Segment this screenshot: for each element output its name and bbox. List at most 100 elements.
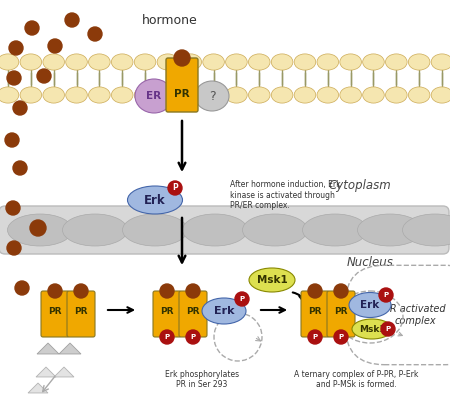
Ellipse shape bbox=[408, 54, 430, 70]
Ellipse shape bbox=[408, 87, 430, 103]
Ellipse shape bbox=[271, 87, 293, 103]
Ellipse shape bbox=[66, 54, 87, 70]
Text: ER: ER bbox=[146, 91, 162, 101]
Circle shape bbox=[74, 284, 88, 298]
Text: P: P bbox=[190, 334, 196, 340]
Ellipse shape bbox=[135, 79, 173, 113]
Text: Nucleus: Nucleus bbox=[346, 256, 393, 269]
Ellipse shape bbox=[66, 87, 87, 103]
Ellipse shape bbox=[134, 54, 156, 70]
Text: PR activated
complex: PR activated complex bbox=[384, 304, 446, 326]
Circle shape bbox=[308, 284, 322, 298]
Ellipse shape bbox=[431, 87, 450, 103]
Circle shape bbox=[25, 21, 39, 35]
Ellipse shape bbox=[386, 54, 407, 70]
Circle shape bbox=[6, 201, 20, 215]
Ellipse shape bbox=[43, 87, 64, 103]
Ellipse shape bbox=[127, 186, 183, 214]
Ellipse shape bbox=[180, 87, 202, 103]
FancyBboxPatch shape bbox=[41, 291, 69, 337]
Circle shape bbox=[308, 330, 322, 344]
Ellipse shape bbox=[340, 54, 361, 70]
Circle shape bbox=[168, 181, 182, 195]
Circle shape bbox=[37, 69, 51, 83]
Text: PR: PR bbox=[160, 306, 174, 316]
Ellipse shape bbox=[20, 54, 42, 70]
FancyBboxPatch shape bbox=[327, 291, 355, 337]
Circle shape bbox=[48, 284, 62, 298]
Text: PR: PR bbox=[48, 306, 62, 316]
Ellipse shape bbox=[248, 87, 270, 103]
Ellipse shape bbox=[202, 298, 246, 324]
Polygon shape bbox=[59, 343, 81, 354]
Circle shape bbox=[88, 27, 102, 41]
Ellipse shape bbox=[317, 54, 338, 70]
Ellipse shape bbox=[352, 319, 392, 339]
Text: A ternary complex of P-PR, P-Erk
and P-MSk is formed.: A ternary complex of P-PR, P-Erk and P-M… bbox=[294, 370, 418, 389]
Ellipse shape bbox=[183, 214, 248, 246]
Text: PR: PR bbox=[334, 306, 348, 316]
Circle shape bbox=[334, 284, 348, 298]
Circle shape bbox=[186, 284, 200, 298]
Ellipse shape bbox=[363, 87, 384, 103]
Text: PR: PR bbox=[174, 89, 190, 99]
Text: Erk: Erk bbox=[144, 193, 166, 207]
Text: Msk1: Msk1 bbox=[256, 275, 288, 285]
Ellipse shape bbox=[248, 54, 270, 70]
Circle shape bbox=[5, 133, 19, 147]
Ellipse shape bbox=[180, 54, 202, 70]
Text: hormone: hormone bbox=[142, 14, 198, 27]
Ellipse shape bbox=[431, 54, 450, 70]
Text: P: P bbox=[383, 292, 388, 298]
FancyBboxPatch shape bbox=[179, 291, 207, 337]
Ellipse shape bbox=[386, 87, 407, 103]
Polygon shape bbox=[28, 383, 48, 393]
Circle shape bbox=[48, 39, 62, 53]
Ellipse shape bbox=[20, 87, 42, 103]
Ellipse shape bbox=[294, 87, 316, 103]
Text: Msk1: Msk1 bbox=[359, 324, 385, 334]
Circle shape bbox=[13, 101, 27, 115]
Text: P: P bbox=[338, 334, 343, 340]
Circle shape bbox=[30, 220, 46, 236]
Ellipse shape bbox=[0, 54, 19, 70]
Ellipse shape bbox=[203, 54, 225, 70]
Ellipse shape bbox=[112, 54, 133, 70]
Ellipse shape bbox=[203, 87, 225, 103]
Text: Erk phosphorylates
PR in Ser 293: Erk phosphorylates PR in Ser 293 bbox=[165, 370, 239, 389]
Circle shape bbox=[7, 241, 21, 255]
Ellipse shape bbox=[363, 54, 384, 70]
Ellipse shape bbox=[0, 87, 19, 103]
Circle shape bbox=[160, 284, 174, 298]
Ellipse shape bbox=[8, 214, 72, 246]
FancyBboxPatch shape bbox=[301, 291, 329, 337]
Ellipse shape bbox=[63, 214, 127, 246]
Circle shape bbox=[379, 288, 393, 302]
Ellipse shape bbox=[157, 54, 179, 70]
Text: PR: PR bbox=[186, 306, 200, 316]
Ellipse shape bbox=[271, 54, 293, 70]
Text: ?: ? bbox=[209, 90, 215, 103]
Ellipse shape bbox=[43, 54, 64, 70]
Ellipse shape bbox=[402, 214, 450, 246]
Text: P: P bbox=[312, 334, 318, 340]
FancyBboxPatch shape bbox=[0, 206, 449, 254]
Ellipse shape bbox=[349, 293, 391, 318]
Text: P: P bbox=[386, 326, 391, 332]
Ellipse shape bbox=[243, 214, 307, 246]
Text: PR: PR bbox=[308, 306, 322, 316]
Ellipse shape bbox=[249, 268, 295, 292]
Ellipse shape bbox=[294, 54, 316, 70]
FancyBboxPatch shape bbox=[166, 58, 198, 112]
Text: Erk: Erk bbox=[360, 300, 380, 310]
Polygon shape bbox=[37, 343, 59, 354]
Text: P: P bbox=[239, 296, 244, 302]
Circle shape bbox=[15, 281, 29, 295]
Text: PR: PR bbox=[74, 306, 88, 316]
Polygon shape bbox=[54, 367, 74, 377]
Text: After hormone induction, Erk
kinase is activated through
PR/ER complex.: After hormone induction, Erk kinase is a… bbox=[230, 180, 341, 210]
Circle shape bbox=[9, 41, 23, 55]
Circle shape bbox=[13, 161, 27, 175]
Circle shape bbox=[160, 330, 174, 344]
Circle shape bbox=[65, 13, 79, 27]
